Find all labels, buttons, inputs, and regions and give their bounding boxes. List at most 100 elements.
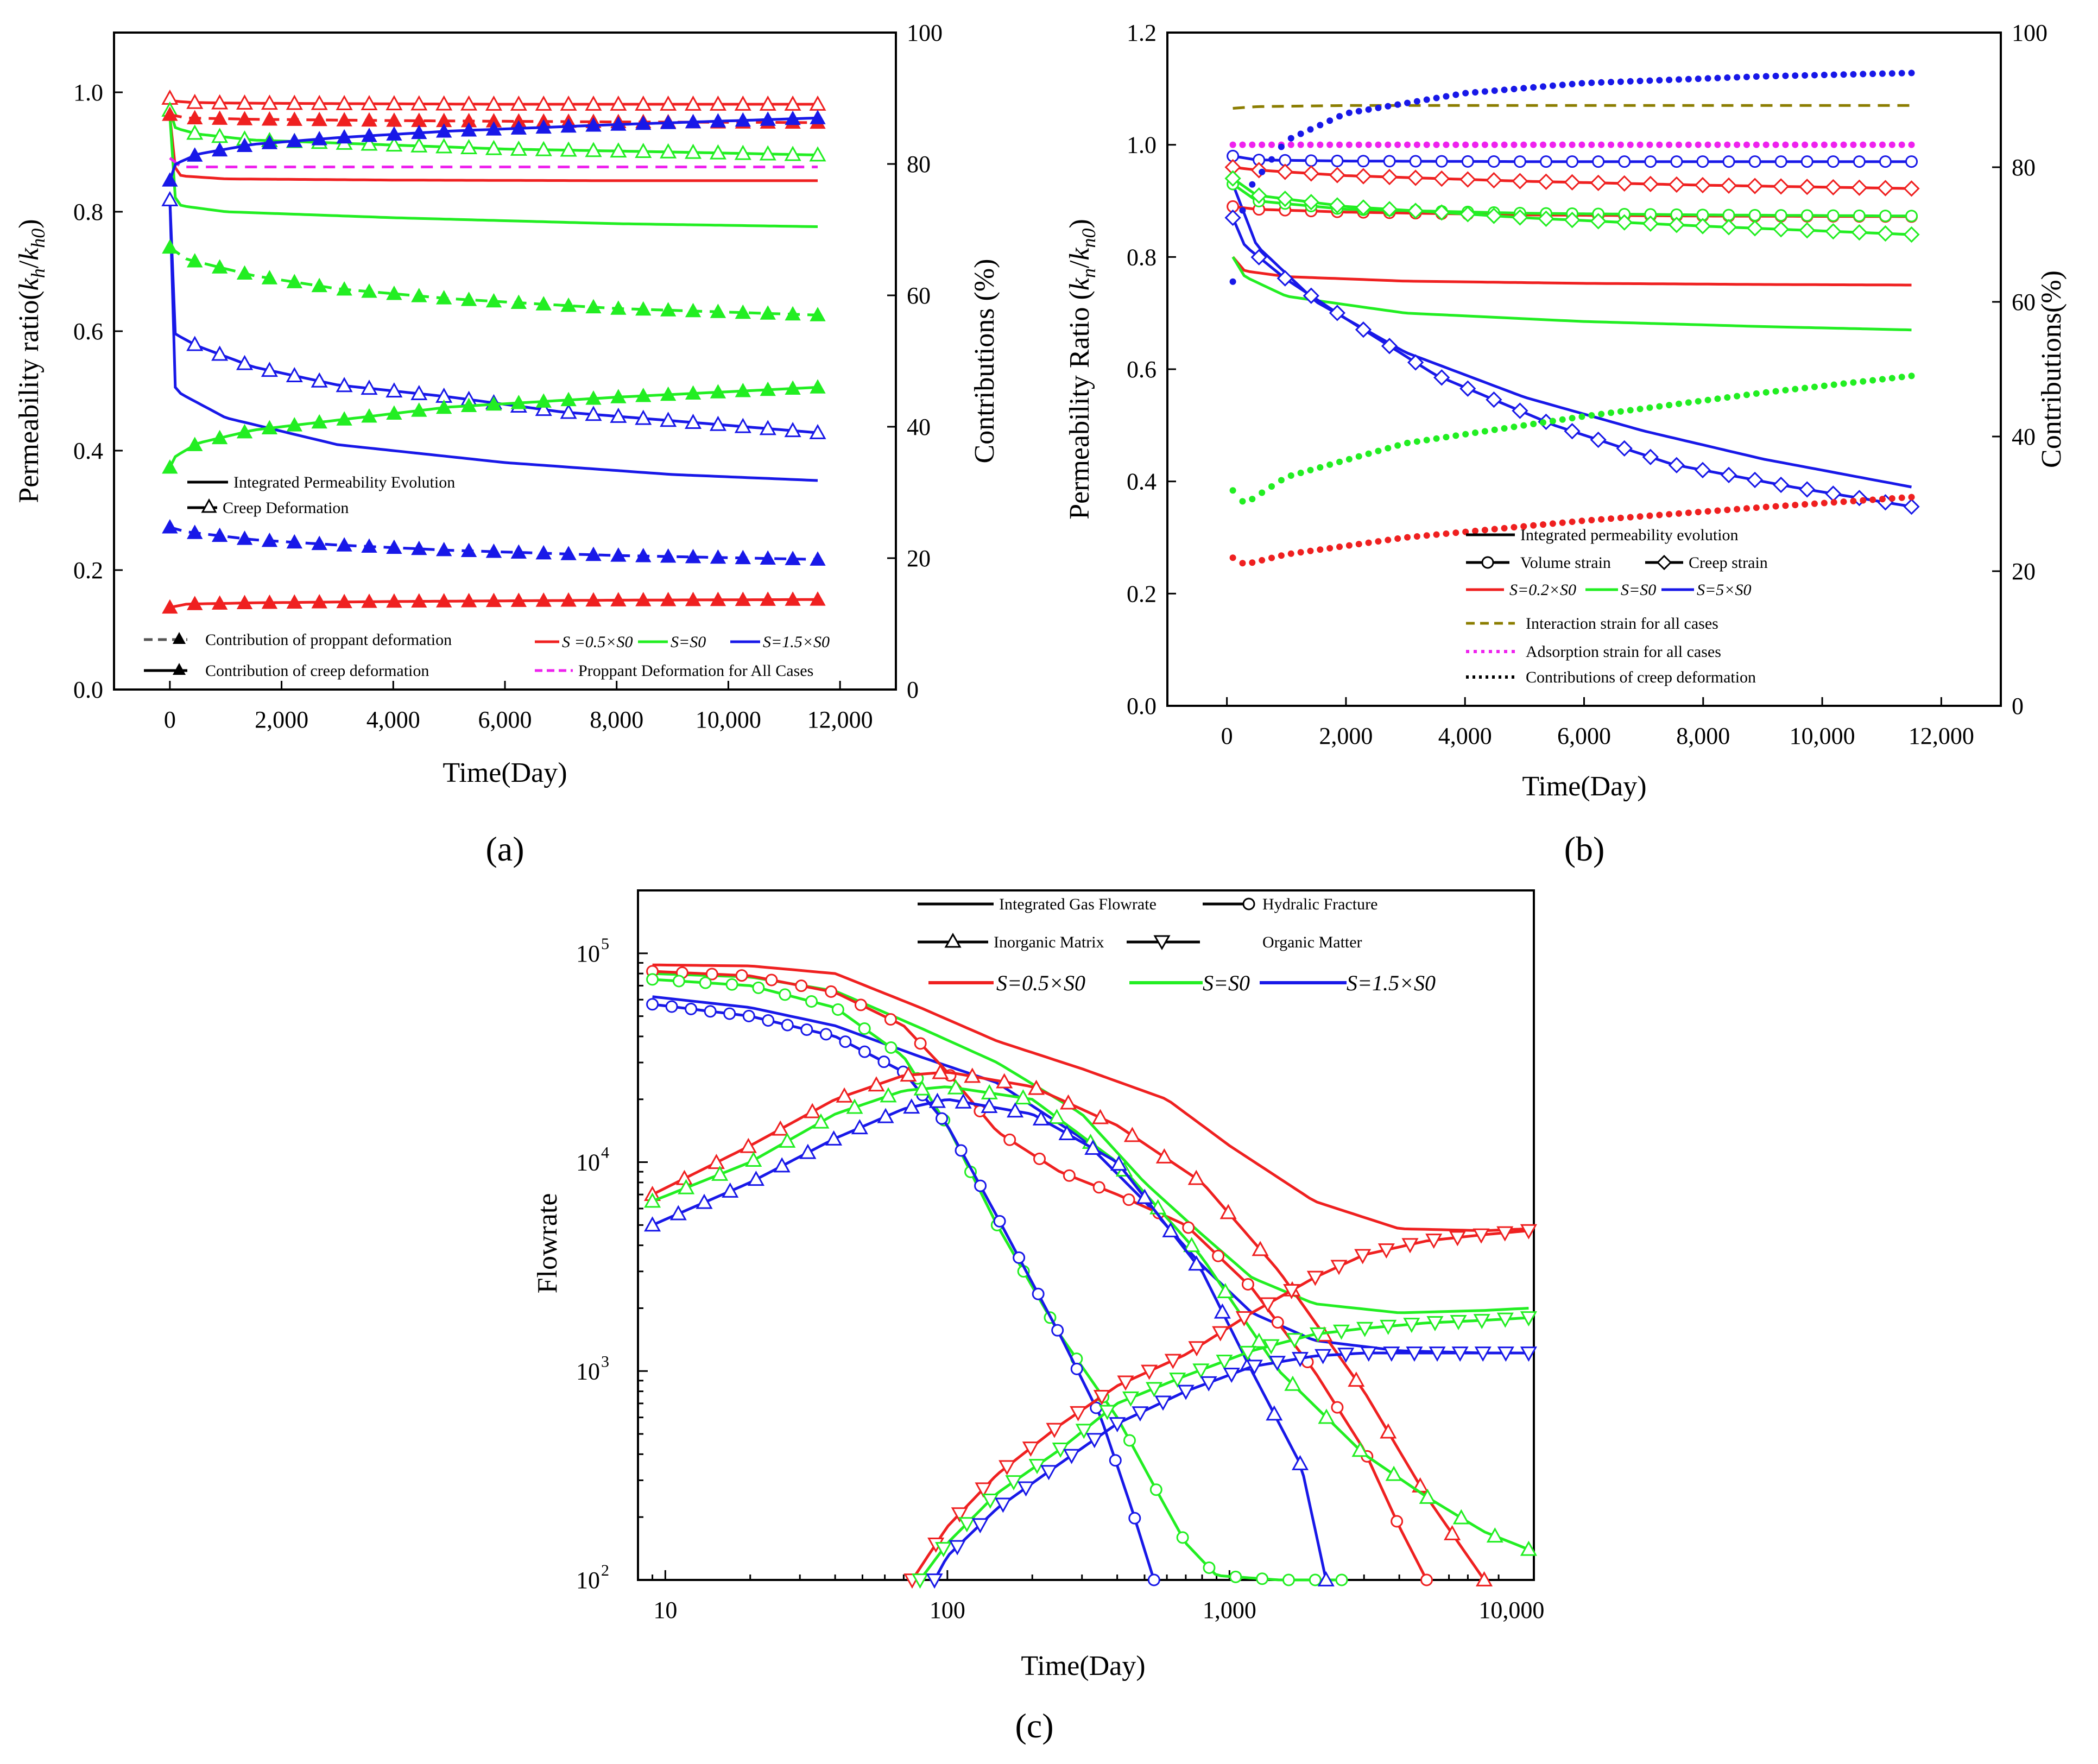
x-tick-label-c-0: 10: [653, 1597, 677, 1623]
marker-c-10-0: [911, 1573, 929, 1589]
y-left-tick-label-a-1: 0.2: [73, 557, 103, 584]
dot-b-13-24: [1462, 90, 1469, 97]
dot-b-10-4: [1268, 141, 1275, 148]
marker-a-9-10: [411, 540, 427, 555]
marker-a-9-21: [685, 548, 702, 564]
marker-c-10-4: [1005, 1475, 1022, 1491]
marker-a-11-11: [435, 399, 452, 414]
dot-b-13-32: [1540, 83, 1547, 90]
dot-b-12-7: [1297, 469, 1304, 476]
marker-b-5-26: [1905, 155, 1918, 168]
dot-b-13-20: [1423, 96, 1430, 103]
series-a-0: Integrated (S=0.5×S0): [168, 116, 818, 182]
marker-b-7-24: [1851, 224, 1868, 241]
dot-b-10-52: [1734, 141, 1741, 148]
marker-b-8-8: [1433, 369, 1450, 386]
y-tick-exponent-c-0: 2: [601, 1561, 609, 1579]
marker-b-6-14: [1590, 174, 1607, 191]
marker-b-8-19: [1720, 466, 1737, 484]
dot-b-10-64: [1850, 141, 1857, 148]
marker-a-3-24: [759, 95, 776, 111]
y-axis-title-b-s1: n: [1078, 268, 1099, 278]
dot-b-11-44: [1656, 511, 1663, 519]
dot-b-10-42: [1636, 141, 1644, 148]
dot-b-10-33: [1549, 141, 1556, 148]
dot-b-13-57: [1782, 72, 1789, 79]
series-a-3: Creep (S=0.5×S0): [161, 89, 826, 111]
marker-b-6-12: [1538, 173, 1554, 190]
marker-a-11-5: [286, 417, 303, 432]
panel-label-a: (a): [485, 830, 524, 868]
marker-c-5-4: [723, 1007, 736, 1020]
line-b-8: [1231, 217, 1912, 508]
marker-a-5-24: [759, 420, 776, 435]
series-b-1: Integrated (S=S0): [1231, 256, 1912, 332]
marker-c-5-16: [955, 1144, 968, 1157]
y-axis-title-b-k2: k: [1064, 248, 1095, 261]
marker-a-11-23: [735, 383, 751, 397]
marker-a-4-26: [809, 146, 826, 162]
dot-b-13-55: [1762, 73, 1770, 80]
x-tick-label-b-3: 6,000: [1557, 723, 1611, 749]
marker-c-10-1: [935, 1542, 952, 1558]
marker-b-8-7: [1407, 354, 1424, 371]
dot-b-12-5: [1278, 477, 1285, 484]
dot-b-10-67: [1879, 141, 1886, 148]
series-c-0: Integrated (S=0.5×S0): [652, 963, 1529, 1232]
y-left-tick-label-b-2: 0.4: [1127, 469, 1157, 495]
dot-b-13-12: [1345, 109, 1353, 116]
marker-c-7-18: [1250, 1332, 1268, 1348]
dot-b-13-52: [1734, 74, 1741, 81]
marker-a-11-21: [685, 385, 702, 400]
marker-a-10-6: [311, 594, 327, 609]
marker-b-7-23: [1825, 223, 1842, 240]
legend-a-proppant-all: Proppant Deformation for All Cases: [578, 662, 813, 680]
marker-c-8-11: [928, 1092, 946, 1108]
dot-b-12-59: [1802, 384, 1809, 391]
marker-c-11-3: [994, 1497, 1012, 1513]
marker-a-8-10: [411, 288, 427, 302]
marker-a-5-17: [585, 406, 602, 421]
dot-b-10-29: [1511, 141, 1518, 148]
legend-c-integrated: Integrated Gas Flowrate: [999, 895, 1157, 913]
marker-c-3-19: [1212, 1249, 1225, 1262]
y-right-tick-label-b-5: 100: [2012, 20, 2048, 46]
marker-c-10-14: [1239, 1345, 1256, 1361]
marker-c-10-5: [1028, 1459, 1046, 1475]
dot-b-11-39: [1607, 515, 1614, 522]
marker-b-7-8: [1433, 204, 1450, 221]
marker-c-4-7: [831, 1003, 844, 1016]
marker-a-5-4: [261, 362, 278, 377]
y-left-tick-label-a-5: 1.0: [73, 79, 103, 106]
marker-a-8-3: [236, 265, 253, 280]
dot-b-13-14: [1365, 106, 1372, 113]
dot-b-12-41: [1627, 407, 1634, 414]
marker-a-11-15: [535, 393, 552, 408]
dot-b-13-8: [1307, 126, 1314, 133]
legend-c-organic-marker-icon: [1153, 935, 1171, 951]
marker-a-9-6: [311, 535, 327, 551]
marker-c-3-13: [1033, 1152, 1046, 1165]
legend-a-integrated: Integrated Permeability Evolution: [233, 473, 455, 491]
marker-c-10-2: [958, 1517, 976, 1533]
marker-a-4-23: [734, 144, 751, 160]
marker-c-6-10: [964, 1067, 981, 1083]
x-tick-label-a-3: 6,000: [478, 706, 532, 733]
dot-b-13-36: [1578, 80, 1585, 87]
dot-b-12-56: [1772, 388, 1779, 395]
dot-b-10-25: [1472, 141, 1479, 148]
marker-b-7-10: [1486, 207, 1502, 224]
dot-b-11-14: [1365, 539, 1372, 546]
dot-b-12-37: [1588, 412, 1595, 419]
dot-b-13-67: [1879, 70, 1886, 77]
marker-c-7-26: [1520, 1540, 1537, 1556]
marker-c-4-19: [1149, 1483, 1162, 1496]
dot-b-10-0: [1229, 141, 1236, 148]
y-tick-label-c-0: 10: [576, 1567, 600, 1594]
dot-b-12-70: [1908, 372, 1915, 380]
dot-b-10-47: [1685, 141, 1692, 148]
series-layer-b: Integrated (S=0.2×S0)Integrated (S=S0) In…: [1224, 69, 1920, 567]
dot-b-12-50: [1714, 395, 1721, 402]
marker-a-11-22: [710, 384, 726, 399]
dot-b-13-43: [1646, 77, 1653, 84]
